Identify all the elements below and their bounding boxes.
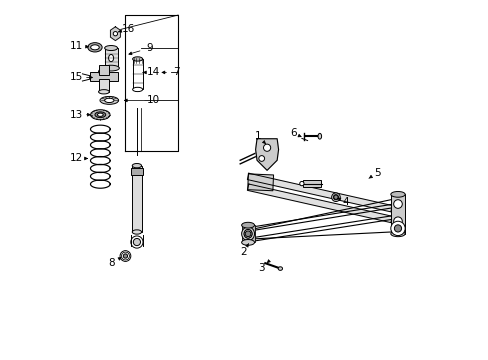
Bar xyxy=(303,180,320,187)
Ellipse shape xyxy=(132,163,142,168)
Ellipse shape xyxy=(390,231,405,237)
Text: 13: 13 xyxy=(70,110,83,120)
Text: 12: 12 xyxy=(70,153,83,163)
Bar xyxy=(390,194,405,234)
Ellipse shape xyxy=(95,112,105,118)
Circle shape xyxy=(393,200,402,208)
Text: 16: 16 xyxy=(121,24,134,34)
Text: 5: 5 xyxy=(373,168,380,178)
Ellipse shape xyxy=(246,231,249,236)
Circle shape xyxy=(113,32,117,36)
Ellipse shape xyxy=(99,90,109,94)
Ellipse shape xyxy=(97,113,103,116)
Bar xyxy=(104,48,117,68)
Ellipse shape xyxy=(131,236,142,248)
Text: 10: 10 xyxy=(147,95,160,105)
Bar xyxy=(241,225,254,242)
Circle shape xyxy=(123,254,127,258)
Bar xyxy=(99,79,109,92)
Circle shape xyxy=(263,144,270,151)
Ellipse shape xyxy=(241,227,254,240)
Ellipse shape xyxy=(244,229,251,238)
Ellipse shape xyxy=(88,42,102,52)
Ellipse shape xyxy=(99,68,109,75)
Circle shape xyxy=(244,231,250,237)
Ellipse shape xyxy=(121,252,129,260)
Circle shape xyxy=(122,252,129,260)
Text: 3: 3 xyxy=(258,263,264,273)
Bar xyxy=(132,166,142,232)
Ellipse shape xyxy=(132,230,142,234)
Ellipse shape xyxy=(90,110,110,120)
Ellipse shape xyxy=(108,54,113,62)
Text: 1: 1 xyxy=(254,131,261,141)
Ellipse shape xyxy=(120,251,131,261)
Ellipse shape xyxy=(132,87,142,91)
Text: 7: 7 xyxy=(173,67,179,77)
Text: 8: 8 xyxy=(108,258,115,268)
Ellipse shape xyxy=(104,98,114,103)
Ellipse shape xyxy=(132,57,142,61)
Polygon shape xyxy=(255,139,278,170)
Ellipse shape xyxy=(90,45,99,50)
Ellipse shape xyxy=(333,195,338,200)
Ellipse shape xyxy=(278,267,282,270)
Bar xyxy=(99,64,109,75)
Text: 11: 11 xyxy=(70,41,83,51)
Bar xyxy=(131,168,142,175)
Polygon shape xyxy=(247,173,391,212)
Polygon shape xyxy=(247,174,273,191)
Ellipse shape xyxy=(331,193,340,202)
Circle shape xyxy=(393,217,402,226)
Ellipse shape xyxy=(104,45,117,50)
Bar xyxy=(132,59,142,89)
Ellipse shape xyxy=(102,65,119,71)
Circle shape xyxy=(333,195,337,199)
Text: 15: 15 xyxy=(70,72,83,82)
Text: 4: 4 xyxy=(342,197,348,207)
Polygon shape xyxy=(247,184,391,222)
Bar xyxy=(89,72,118,81)
Ellipse shape xyxy=(317,134,321,139)
Ellipse shape xyxy=(241,239,254,245)
Circle shape xyxy=(133,238,140,246)
Circle shape xyxy=(394,225,401,232)
Ellipse shape xyxy=(244,229,251,238)
Ellipse shape xyxy=(390,192,405,197)
Text: 6: 6 xyxy=(289,129,296,138)
Circle shape xyxy=(299,181,304,186)
Text: 2: 2 xyxy=(239,247,246,257)
Ellipse shape xyxy=(100,96,119,104)
Text: 9: 9 xyxy=(146,43,152,53)
Polygon shape xyxy=(110,27,120,41)
Circle shape xyxy=(390,221,405,235)
Ellipse shape xyxy=(241,222,254,228)
Circle shape xyxy=(258,156,264,161)
Text: 14: 14 xyxy=(146,67,160,77)
